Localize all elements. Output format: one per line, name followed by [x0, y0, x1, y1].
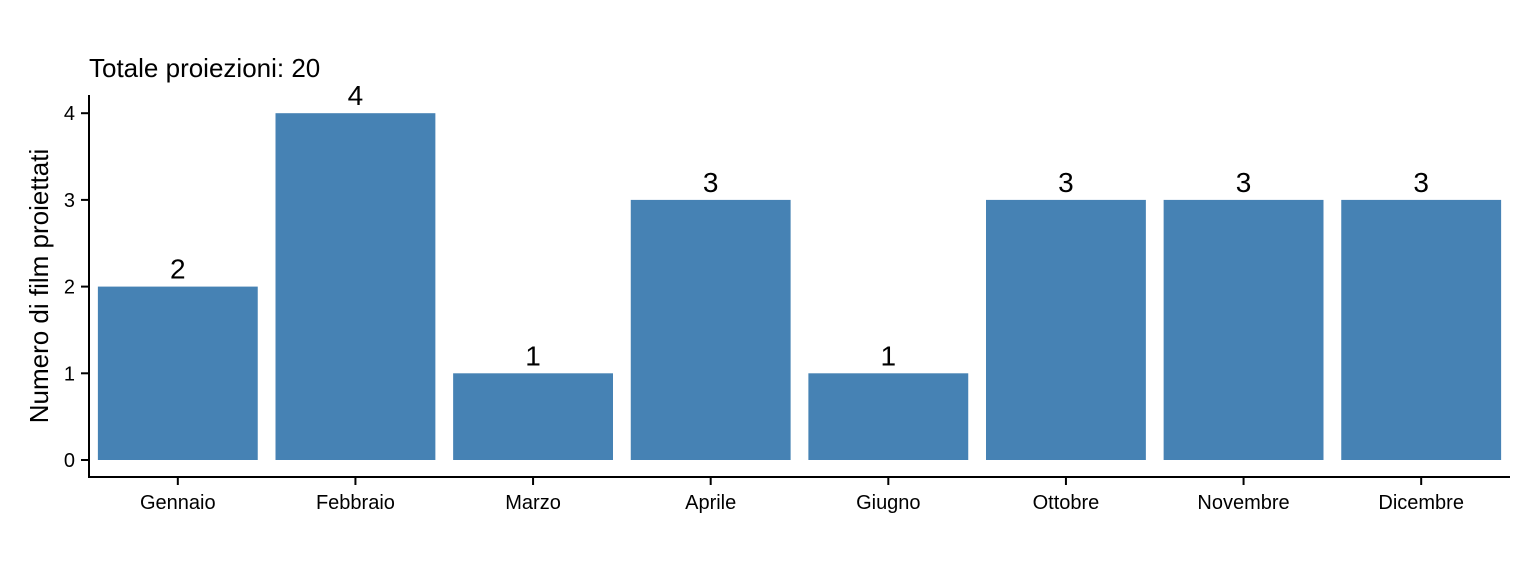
data-label-giugno: 1 [881, 340, 897, 371]
x-tick-label: Marzo [505, 492, 561, 514]
x-tick-label: Giugno [856, 492, 921, 514]
x-tick-label: Novembre [1197, 492, 1289, 514]
x-tick-label: Dicembre [1378, 492, 1464, 514]
data-label-dicembre: 3 [1413, 167, 1429, 198]
y-ticks-group: 0 1 2 3 4 [64, 103, 89, 472]
bar-aprile [630, 199, 791, 460]
data-label-marzo: 1 [525, 340, 541, 371]
data-label-gennaio: 2 [170, 254, 186, 285]
bar-gennaio [97, 286, 258, 460]
y-axis-label: Numero di film proiettati [24, 149, 54, 424]
data-labels-group: 2 4 1 3 1 3 3 3 [170, 80, 1429, 371]
x-tick-label: Aprile [685, 492, 736, 514]
bar-dicembre [1341, 199, 1502, 460]
data-label-ottobre: 3 [1058, 167, 1074, 198]
bar-novembre [1163, 199, 1324, 460]
y-tick-label: 0 [64, 450, 75, 472]
y-tick-label: 2 [64, 277, 75, 299]
bar-marzo [453, 373, 613, 460]
data-label-febbraio: 4 [348, 80, 364, 111]
chart-title: Totale proiezioni: 20 [89, 53, 320, 83]
y-tick-label: 3 [64, 190, 75, 212]
x-tick-label: Febbraio [316, 492, 395, 514]
bars-group [97, 113, 1502, 460]
bar-giugno [808, 373, 969, 460]
data-label-aprile: 3 [703, 167, 719, 198]
bar-febbraio [275, 113, 436, 460]
bar-ottobre [986, 199, 1146, 460]
x-tick-label: Gennaio [140, 492, 216, 514]
x-tick-label: Ottobre [1033, 492, 1100, 514]
y-tick-label: 4 [64, 103, 75, 125]
y-tick-label: 1 [64, 363, 75, 385]
data-label-novembre: 3 [1236, 167, 1252, 198]
x-ticks-group: Gennaio Febbraio Marzo Aprile Giugno Ottobre N… [140, 477, 1464, 514]
